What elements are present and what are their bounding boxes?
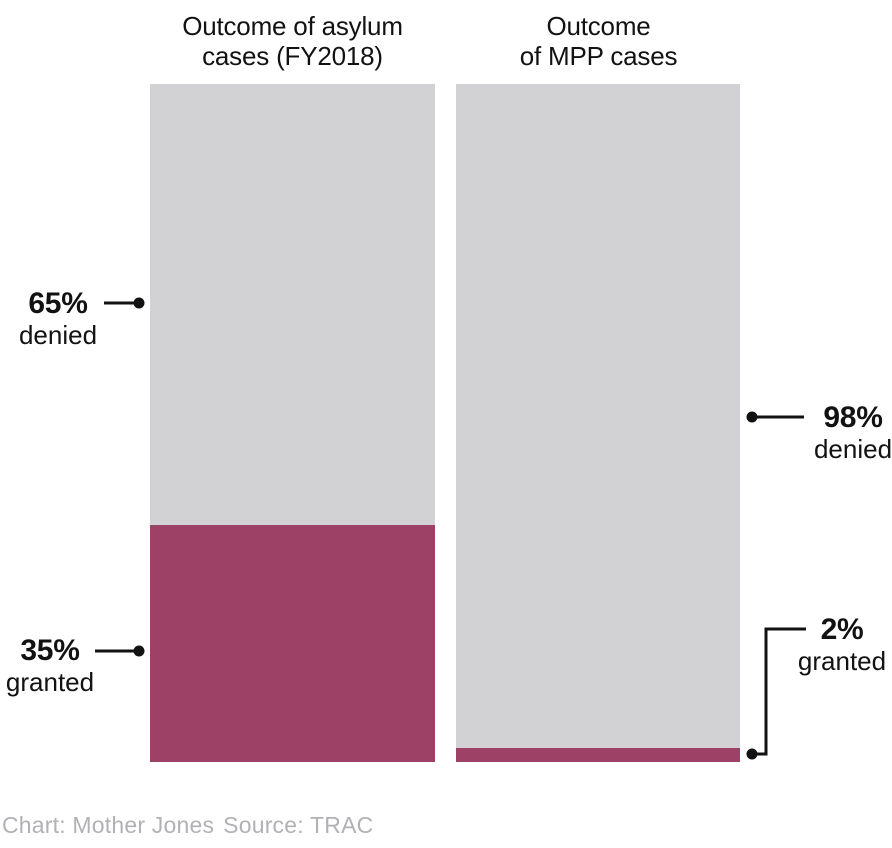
asylum-bar bbox=[150, 84, 435, 762]
annotation-label: denied bbox=[813, 434, 892, 464]
chart-credit: Chart: Mother Jones bbox=[2, 812, 215, 838]
annotation-value: 98% bbox=[823, 401, 883, 434]
dot-marker-mpp-denied bbox=[746, 411, 758, 423]
dot-marker-asylum-denied bbox=[133, 297, 145, 309]
annotation-value: 65% bbox=[28, 287, 88, 320]
mpp-denied-segment bbox=[456, 84, 740, 749]
dot-marker-asylum-granted bbox=[133, 645, 145, 657]
annotation-label: denied bbox=[18, 320, 98, 350]
mpp-column-title: Outcome of MPP cases bbox=[519, 11, 678, 71]
asylum-column-title: Outcome of asylum cases (FY2018) bbox=[182, 11, 403, 71]
annotation-value: 2% bbox=[820, 613, 864, 646]
chart-footer: Chart: Mother Jones Source: TRAC bbox=[2, 812, 373, 839]
annotation-mpp-denied: 98% denied bbox=[803, 401, 892, 464]
annotation-mpp-granted: 2% granted bbox=[792, 613, 892, 676]
mpp-bar bbox=[456, 84, 740, 762]
asylum-denied-segment bbox=[150, 84, 435, 525]
dot-marker-mpp-granted bbox=[746, 748, 758, 760]
annotation-asylum-granted: 35% granted bbox=[0, 634, 100, 697]
asylum-granted-segment bbox=[150, 524, 435, 762]
annotation-label: granted bbox=[5, 667, 95, 697]
mpp-granted-segment bbox=[456, 748, 740, 762]
annotation-value: 35% bbox=[20, 634, 80, 667]
annotation-label: granted bbox=[797, 646, 887, 676]
annotation-asylum-denied: 65% denied bbox=[8, 287, 108, 350]
chart-source: Source: TRAC bbox=[223, 812, 374, 838]
